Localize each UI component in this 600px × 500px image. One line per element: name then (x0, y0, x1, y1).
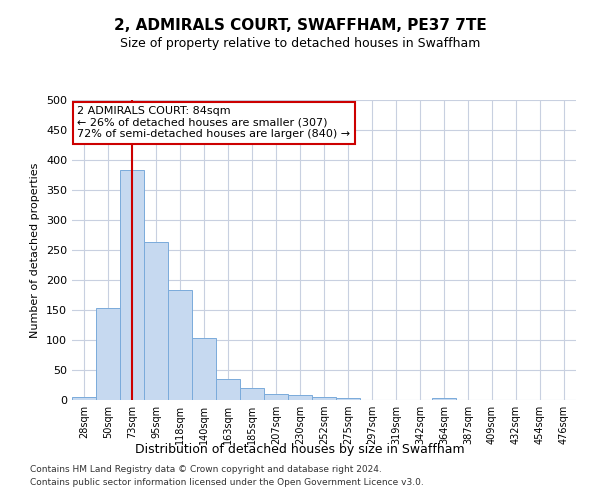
Bar (144, 242, 168, 400)
Bar (168, 290, 192, 400)
Text: Contains public sector information licensed under the Open Government Licence v3: Contains public sector information licen… (30, 478, 424, 487)
Text: 2, ADMIRALS COURT, SWAFFHAM, PE37 7TE: 2, ADMIRALS COURT, SWAFFHAM, PE37 7TE (113, 18, 487, 32)
Bar (288, 395, 312, 400)
Text: Contains HM Land Registry data © Crown copyright and database right 2024.: Contains HM Land Registry data © Crown c… (30, 466, 382, 474)
Bar (72, 397, 96, 400)
Text: 2 ADMIRALS COURT: 84sqm
← 26% of detached houses are smaller (307)
72% of semi-d: 2 ADMIRALS COURT: 84sqm ← 26% of detache… (77, 106, 350, 139)
Bar (336, 398, 360, 400)
Bar (312, 397, 336, 400)
Y-axis label: Number of detached properties: Number of detached properties (31, 162, 40, 338)
Bar (192, 338, 216, 400)
Bar (96, 308, 120, 400)
Bar (264, 394, 288, 400)
Bar (432, 398, 456, 400)
Bar (240, 388, 264, 400)
Text: Distribution of detached houses by size in Swaffham: Distribution of detached houses by size … (135, 442, 465, 456)
Bar (120, 170, 144, 400)
Text: Size of property relative to detached houses in Swaffham: Size of property relative to detached ho… (120, 38, 480, 51)
Bar (216, 379, 240, 400)
